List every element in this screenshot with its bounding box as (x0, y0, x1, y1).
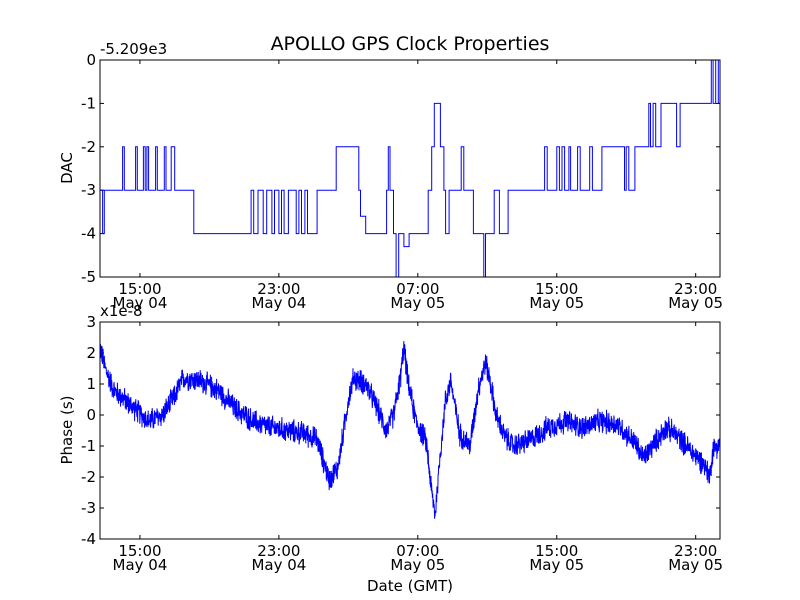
dac-xtick-time: 07:00 (396, 280, 439, 298)
phase-ytick-label: -4 (81, 530, 96, 548)
phase-axes-frame (99, 321, 721, 540)
phase-ytick-label: -1 (81, 437, 96, 455)
phase-yticks: 3 2 1 0 -1 -2 -3 -4 (81, 313, 720, 548)
dac-ytick-label: -1 (81, 94, 96, 112)
phase-xtick-time: 15:00 (535, 542, 578, 560)
phase-xtick-time: 07:00 (396, 542, 439, 560)
phase-xtick-date: May 04 (251, 556, 306, 574)
phase-ytick-label: 3 (86, 313, 96, 331)
dac-xtick-time: 23:00 (257, 280, 300, 298)
dac-ytick-label: -2 (81, 138, 96, 156)
dac-xtick-date: May 05 (390, 294, 445, 312)
dac-ytick-label: -3 (81, 181, 96, 199)
phase-ytick-label: 0 (86, 406, 96, 424)
dac-xtick-time: 15:00 (118, 280, 161, 298)
phase-series-line (99, 341, 721, 519)
phase-xtick-time: 15:00 (118, 542, 161, 560)
dac-ytick-label: -4 (81, 225, 96, 243)
phase-xtick-date: May 05 (529, 556, 584, 574)
dac-yticks: 0 -1 -2 -3 -4 -5 (81, 51, 720, 286)
phase-xtick-time: 23:00 (257, 542, 300, 560)
phase-xtick-date: May 05 (668, 556, 723, 574)
dac-xtick-date: May 05 (529, 294, 584, 312)
dac-ytick-label: -5 (81, 268, 96, 286)
phase-ylabel: Phase (s) (58, 395, 76, 464)
dac-xtick-time: 23:00 (674, 280, 717, 298)
phase-xlabel: Date (GMT) (367, 577, 453, 595)
phase-offset-label: x1e-8 (100, 302, 143, 320)
dac-offset-label: -5.209e3 (100, 40, 167, 58)
dac-xtick-time: 15:00 (535, 280, 578, 298)
phase-ytick-label: 2 (86, 344, 96, 362)
dac-series-line (100, 59, 720, 278)
phase-xtick-date: May 05 (390, 556, 445, 574)
phase-ytick-label: -2 (81, 468, 96, 486)
phase-xtick-time: 23:00 (674, 542, 717, 560)
dac-ylabel: DAC (58, 152, 76, 184)
phase-ytick-label: 1 (86, 375, 96, 393)
dac-ytick-label: 0 (86, 51, 96, 69)
dac-xtick-date: May 05 (668, 294, 723, 312)
dac-xtick-date: May 04 (113, 294, 168, 312)
phase-ytick-label: -3 (81, 499, 96, 517)
chart-title: APOLLO GPS Clock Properties (271, 33, 550, 55)
dac-axes-frame (99, 59, 721, 278)
phase-xtick-date: May 04 (113, 556, 168, 574)
dac-xtick-date: May 04 (251, 294, 306, 312)
